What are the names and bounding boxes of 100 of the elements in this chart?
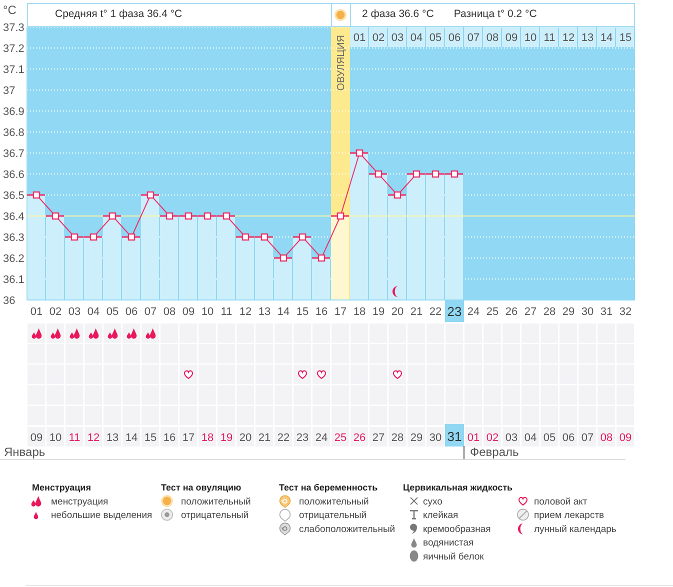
text: 18 (201, 432, 214, 444)
text: 24 (315, 432, 328, 444)
text: клейкая (423, 510, 458, 522)
text: 08 (600, 432, 613, 444)
text: сухо (423, 496, 442, 508)
x-tick-label: 27 (524, 306, 537, 318)
text: 29 (410, 432, 423, 444)
text: отрицательный (181, 510, 249, 522)
x-tick-label: 07 (144, 306, 157, 318)
text: 14 (125, 432, 138, 444)
y-tick-label: 37.3 (3, 22, 24, 34)
x-tick-label: 05 (106, 306, 119, 318)
x2-tick-label: 12 (562, 32, 575, 44)
x-tick-label: 08 (163, 306, 176, 318)
x-tick-label: 25 (486, 306, 499, 318)
x-tick-label: 14 (277, 306, 290, 318)
y-tick-label: 36.5 (3, 190, 24, 202)
x-tick-label: 19 (372, 306, 385, 318)
text: 05 (543, 432, 556, 444)
x-tick-label: 29 (562, 306, 575, 318)
text: Менструация (32, 482, 91, 492)
y-tick-label: 37.2 (3, 43, 24, 55)
x2-tick-label: 11 (544, 32, 556, 44)
text: 04 (524, 432, 537, 444)
text: Цервикальная жидкость (403, 482, 514, 492)
band-label: ОВУЛЯЦИЯ (336, 35, 347, 91)
text: 17 (182, 432, 195, 444)
text: 2 фаза 36.6 °C (362, 8, 434, 20)
y-tick-label: 36.3 (3, 232, 24, 244)
text: 07 (581, 432, 594, 444)
x2-tick-label: 06 (448, 32, 461, 44)
text: 31 (447, 429, 462, 444)
x-tick-label: 04 (87, 306, 100, 318)
text: положительный (181, 496, 251, 508)
x-tick-label: 31 (600, 306, 613, 318)
x2-tick-label: 09 (505, 32, 518, 44)
text: водянистая (423, 538, 474, 549)
text: 15 (144, 432, 157, 444)
text: прием лекарств (534, 510, 604, 522)
x-tick-label: 16 (315, 306, 328, 318)
x-tick-label: 24 (467, 306, 480, 318)
x2-tick-label: 15 (619, 32, 632, 44)
text: 27 (372, 432, 385, 444)
x-tick-label: 11 (220, 306, 232, 318)
text: 10 (49, 432, 62, 444)
text: 16 (163, 432, 176, 444)
y-tick-label: 36.1 (3, 274, 24, 286)
text: 20 (239, 432, 252, 444)
text: положительный (299, 496, 369, 508)
text: менструация (51, 496, 108, 508)
x2-tick-label: 07 (467, 32, 480, 44)
text: Разница t° 0.2 °C (454, 8, 537, 20)
text: 09 (619, 432, 632, 444)
text: 25 (334, 432, 347, 444)
x2-tick-label: 13 (581, 32, 594, 44)
y-tick-label: 36.9 (3, 106, 24, 118)
text: 28 (391, 432, 404, 444)
text: 02 (486, 432, 499, 444)
text: 11 (68, 432, 80, 444)
x-tick-label: 12 (239, 306, 252, 318)
text: Тест на беременность (279, 482, 378, 492)
y-tick-label: 36.7 (3, 148, 24, 160)
text: половой акт (534, 496, 588, 508)
text: Тест на овуляцию (161, 482, 242, 492)
y-tick-label: 36.4 (3, 211, 24, 223)
x-tick-label: 06 (125, 306, 138, 318)
x-tick-label: 23 (447, 304, 462, 319)
x-tick-label: 22 (429, 306, 442, 318)
x2-tick-label: 01 (353, 32, 366, 44)
y-tick-label: 37 (3, 85, 16, 97)
text: Январь (4, 445, 46, 459)
x2-tick-label: 02 (372, 32, 385, 44)
text: 22 (277, 432, 290, 444)
x2-tick-label: 14 (600, 32, 613, 44)
text: 26 (353, 432, 366, 444)
text: 06 (562, 432, 575, 444)
text: 09 (30, 432, 43, 444)
x-tick-label: 10 (201, 306, 214, 318)
text: Февраль (470, 445, 519, 459)
x2-tick-label: 05 (429, 32, 442, 44)
x2-tick-label: 03 (391, 32, 404, 44)
x-tick-label: 26 (505, 306, 518, 318)
y-tick-label: 36.8 (3, 127, 24, 139)
x2-tick-label: 10 (524, 32, 537, 44)
text: Средняя t° 1 фаза 36.4 °C (55, 8, 182, 20)
x-tick-label: 20 (391, 306, 404, 318)
x-tick-label: 17 (334, 306, 347, 318)
text: небольшие выделения (51, 510, 152, 522)
x-tick-label: 18 (353, 306, 366, 318)
text: 01 (467, 432, 480, 444)
x2-tick-label: 08 (486, 32, 499, 44)
x-tick-label: 13 (258, 306, 271, 318)
text: 03 (505, 432, 518, 444)
text: 30 (429, 432, 442, 444)
text: 13 (106, 432, 119, 444)
x2-tick-label: 04 (410, 32, 423, 44)
text: слабоположительный (299, 524, 396, 535)
text: 12 (87, 432, 100, 444)
text: 23 (296, 432, 309, 444)
x-tick-label: 09 (182, 306, 195, 318)
